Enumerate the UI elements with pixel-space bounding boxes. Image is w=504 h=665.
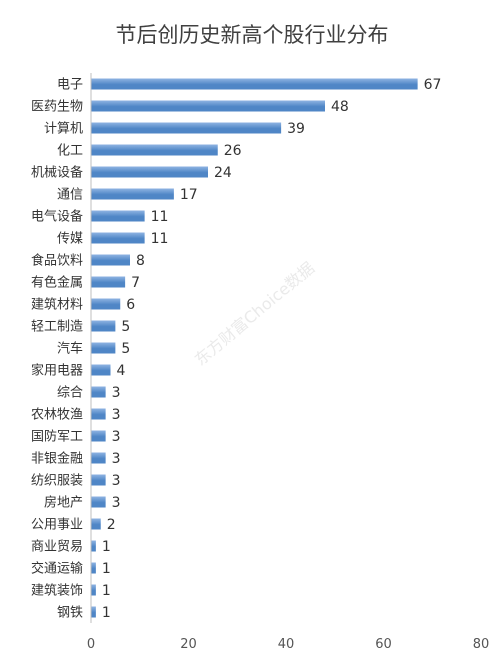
- value-label: 24: [214, 165, 232, 181]
- bar: [91, 474, 106, 486]
- bar: [91, 562, 96, 574]
- bar: [91, 210, 145, 222]
- value-label: 3: [112, 473, 121, 489]
- value-label: 3: [112, 495, 121, 511]
- value-label: 7: [131, 275, 140, 291]
- value-label: 6: [126, 297, 135, 313]
- value-label: 3: [112, 451, 121, 467]
- bar: [91, 100, 325, 112]
- watermark: 东方财富Choice数据: [191, 258, 318, 369]
- value-label: 17: [180, 187, 198, 203]
- bar: [91, 254, 130, 266]
- bar: [91, 408, 106, 420]
- category-label: 化工: [57, 144, 83, 159]
- category-label: 房地产: [44, 495, 83, 511]
- category-label: 建筑材料: [31, 297, 83, 313]
- value-label: 48: [331, 99, 349, 115]
- bar: [91, 342, 116, 354]
- bar: [91, 584, 96, 596]
- category-label: 电子: [57, 78, 83, 93]
- x-tick-label: 80: [473, 637, 490, 652]
- x-axis-ticks: 0 20 40 60 80: [87, 637, 489, 652]
- value-label: 2: [107, 517, 116, 533]
- bar: [91, 386, 106, 398]
- value-label: 8: [136, 253, 145, 269]
- category-label: 纺织服装: [31, 474, 83, 489]
- category-label: 建筑装饰: [31, 583, 83, 599]
- bar: [91, 452, 106, 464]
- bar: [91, 518, 101, 530]
- category-label: 公用事业: [31, 518, 83, 533]
- category-label: 通信: [57, 188, 83, 203]
- category-label: 有色金属: [31, 275, 83, 291]
- value-label: 39: [287, 121, 305, 137]
- bar: [91, 320, 116, 332]
- category-label: 非银金融: [31, 451, 83, 467]
- category-label: 电气设备: [31, 209, 83, 225]
- value-label: 11: [151, 231, 169, 247]
- value-label: 67: [424, 77, 442, 93]
- value-label: 11: [151, 209, 169, 225]
- bar: [91, 122, 282, 134]
- x-tick-label: 60: [375, 637, 392, 652]
- bar: [91, 166, 208, 178]
- value-label: 3: [112, 385, 121, 401]
- category-label: 交通运输: [31, 561, 83, 577]
- value-label: 3: [112, 429, 121, 445]
- value-label: 26: [224, 143, 242, 159]
- bar: [91, 188, 174, 200]
- bar: [91, 540, 96, 552]
- bar: [91, 364, 111, 376]
- category-label: 食品饮料: [31, 253, 83, 269]
- category-label: 医药生物: [31, 100, 83, 115]
- bar: [91, 144, 218, 156]
- category-label: 钢铁: [57, 606, 83, 621]
- value-label: 3: [112, 407, 121, 423]
- bar: [91, 232, 145, 244]
- bar: [91, 606, 96, 618]
- bar: [91, 276, 126, 288]
- x-tick-label: 0: [87, 637, 95, 652]
- category-label: 商业贸易: [31, 540, 83, 555]
- chart-title: 节后创历史新高个股行业分布: [116, 23, 389, 47]
- value-label: 4: [117, 363, 126, 379]
- bar: [91, 298, 121, 310]
- category-label: 传媒: [57, 232, 83, 247]
- value-label: 5: [121, 341, 130, 357]
- bar: [91, 430, 106, 442]
- category-label: 国防军工: [31, 429, 83, 445]
- category-label: 机械设备: [31, 165, 83, 181]
- value-label: 1: [102, 561, 111, 577]
- value-label: 1: [102, 583, 111, 599]
- category-label: 家用电器: [31, 363, 83, 379]
- bar: [91, 496, 106, 508]
- category-label: 计算机: [44, 122, 83, 137]
- x-tick-label: 40: [278, 637, 295, 652]
- value-label: 5: [121, 319, 130, 335]
- category-label: 综合: [57, 386, 83, 401]
- category-label: 农林牧渔: [31, 408, 83, 423]
- category-label: 汽车: [57, 341, 83, 357]
- category-label: 轻工制造: [31, 320, 83, 335]
- bar: [91, 78, 418, 90]
- x-tick-label: 20: [180, 637, 197, 652]
- value-label: 1: [102, 539, 111, 555]
- value-label: 1: [102, 605, 111, 621]
